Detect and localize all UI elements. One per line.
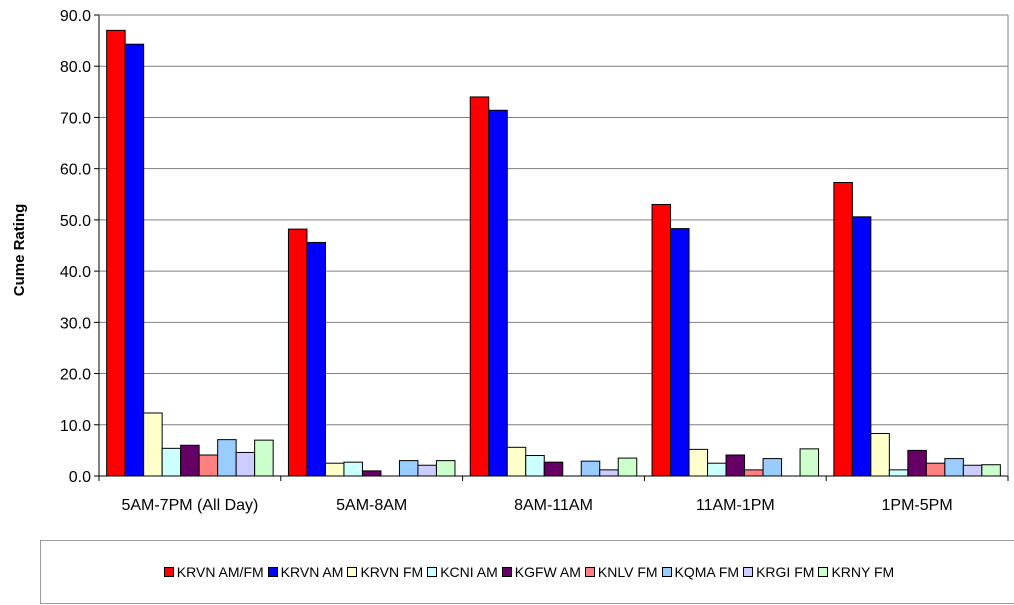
- bar-krgi-fm-0: [235, 451, 256, 477]
- y-tick-label: 30.0: [60, 315, 91, 332]
- bar-kqma-fm-1: [398, 460, 419, 477]
- legend-item: KGFW AM: [501, 564, 581, 580]
- legend-item: KRGI FM: [743, 564, 814, 580]
- legend-label: KRVN FM: [360, 564, 424, 580]
- legend-label: KRNY FM: [831, 564, 895, 580]
- gridlines: [99, 14, 1008, 426]
- x-tick-label: 5AM-7PM (All Day): [121, 497, 258, 514]
- bar-krvn-fm-3: [688, 448, 709, 477]
- bar-krny-fm-0: [254, 439, 274, 477]
- legend-swatch: [267, 567, 278, 577]
- bar-kcni-am-1: [343, 461, 363, 477]
- legend-swatch: [661, 567, 672, 577]
- legend-label: KRVN AM/FM: [176, 564, 264, 580]
- bar-chart: 0.010.020.030.040.050.060.070.080.090.0 …: [11, 8, 1009, 514]
- bar-kgfw-am-0: [180, 444, 200, 477]
- legend-swatch: [584, 567, 595, 577]
- y-tick-label: 80.0: [60, 59, 91, 76]
- bar-krvn-am-fm-2: [469, 96, 490, 477]
- legend-swatch: [818, 567, 829, 577]
- bar-kcni-am-3: [707, 462, 727, 477]
- bar-krgi-fm-1: [417, 464, 437, 477]
- legend-item: KRVN FM: [347, 564, 423, 580]
- legend-swatch: [427, 567, 438, 577]
- y-axis-label: Cume Rating: [11, 204, 28, 297]
- x-tick-label: 8AM-11AM: [514, 497, 593, 514]
- bar-kgfw-am-3: [725, 454, 746, 477]
- bar-kgfw-am-1: [361, 470, 382, 477]
- bar-kqma-fm-2: [580, 460, 601, 477]
- bar-knlv-fm-3: [744, 469, 764, 477]
- legend-swatch: [163, 567, 174, 577]
- legend-label: KQMA FM: [674, 564, 740, 580]
- bar-kqma-fm-0: [217, 439, 237, 477]
- bar-kcni-am-2: [525, 455, 545, 477]
- legend-item: KRVN AM: [267, 564, 344, 580]
- bar-krvn-am-3: [670, 228, 690, 477]
- legend-label: KGFW AM: [514, 564, 581, 580]
- bars: [106, 29, 1001, 477]
- bar-krvn-am-2: [488, 109, 508, 477]
- legend-item: KRNY FM: [818, 564, 894, 580]
- bar-krvn-am-fm-0: [106, 29, 126, 477]
- axes: [98, 14, 1009, 477]
- y-tick-label: 60.0: [60, 162, 91, 179]
- legend-item: KNLV FM: [584, 564, 658, 580]
- bar-kgfw-am-4: [907, 449, 927, 477]
- x-tick-labels: 5AM-7PM (All Day) 5AM-8AM 8AM-11AM 11AM-1PM…: [98, 476, 1009, 514]
- bar-krny-fm-2: [617, 457, 638, 477]
- bar-krvn-fm-4: [870, 432, 890, 477]
- bar-kqma-fm-4: [944, 458, 964, 477]
- y-tick-label: 20.0: [60, 367, 91, 384]
- bar-krvn-am-4: [851, 216, 872, 477]
- legend-label: KNLV FM: [597, 564, 658, 580]
- legend: KRVN AM/FM KRVN AM KRVN FM KCNI AM KGFW AM KN…: [40, 540, 1014, 604]
- y-tick-label: 10.0: [60, 418, 91, 435]
- bar-kcni-am-4: [888, 469, 909, 477]
- y-tick-labels: 0.0 10.0 20.0 30.0 40.0 50.0 60.0 70.0 80.0 90.0: [60, 8, 99, 486]
- y-tick-label: 40.0: [60, 264, 91, 281]
- bar-krvn-am-fm-4: [833, 181, 853, 477]
- bar-krgi-fm-4: [962, 464, 983, 477]
- y-tick-label: 70.0: [60, 110, 91, 127]
- bar-kcni-am-0: [161, 447, 182, 477]
- y-tick-label: 0.0: [69, 469, 91, 486]
- bar-kqma-fm-3: [762, 458, 783, 477]
- bar-krvn-fm-1: [324, 462, 345, 477]
- legend-swatch: [501, 567, 512, 577]
- bar-kgfw-am-2: [543, 461, 564, 477]
- legend-item: KQMA FM: [661, 564, 740, 580]
- legend-swatch: [347, 567, 358, 577]
- legend-label: KCNI AM: [440, 564, 498, 580]
- legend-label: KRGI FM: [756, 564, 815, 580]
- bar-knlv-fm-0: [198, 454, 219, 477]
- bar-knlv-fm-4: [925, 462, 946, 477]
- legend-label: KRVN AM: [280, 564, 344, 580]
- x-tick-label: 1PM-5PM: [882, 497, 953, 514]
- x-tick-label: 5AM-8AM: [336, 497, 407, 514]
- bar-krny-fm-1: [435, 460, 456, 477]
- bar-krvn-fm-0: [143, 412, 163, 477]
- x-tick-label: 11AM-1PM: [696, 497, 775, 514]
- legend-item: KCNI AM: [427, 564, 498, 580]
- bar-krvn-am-1: [306, 241, 326, 477]
- bar-krgi-fm-2: [599, 469, 619, 477]
- bar-krvn-fm-2: [506, 446, 527, 477]
- bar-krny-fm-4: [981, 464, 1001, 477]
- bar-krvn-am-fm-1: [287, 228, 308, 477]
- y-tick-label: 90.0: [60, 8, 91, 25]
- legend-swatch: [743, 567, 754, 577]
- bar-krny-fm-3: [799, 448, 820, 477]
- bar-krvn-am-fm-3: [651, 204, 672, 477]
- y-tick-label: 50.0: [60, 213, 91, 230]
- legend-item: KRVN AM/FM: [163, 564, 264, 580]
- bar-krvn-am-0: [124, 43, 145, 477]
